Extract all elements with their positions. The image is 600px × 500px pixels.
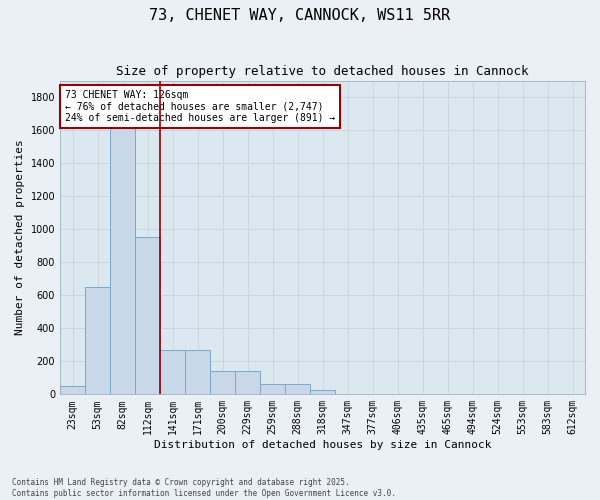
Text: 73, CHENET WAY, CANNOCK, WS11 5RR: 73, CHENET WAY, CANNOCK, WS11 5RR: [149, 8, 451, 22]
Bar: [110, 122, 135, 394]
Bar: [85, 287, 110, 395]
Title: Size of property relative to detached houses in Cannock: Size of property relative to detached ho…: [116, 65, 529, 78]
Bar: [210, 371, 235, 394]
Bar: [260, 384, 285, 394]
Bar: [235, 371, 260, 394]
X-axis label: Distribution of detached houses by size in Cannock: Distribution of detached houses by size …: [154, 440, 491, 450]
Bar: [60, 386, 85, 394]
Text: 73 CHENET WAY: 126sqm
← 76% of detached houses are smaller (2,747)
24% of semi-d: 73 CHENET WAY: 126sqm ← 76% of detached …: [65, 90, 335, 123]
Bar: [160, 350, 185, 395]
Bar: [135, 238, 160, 394]
Bar: [310, 390, 335, 394]
Y-axis label: Number of detached properties: Number of detached properties: [15, 140, 25, 336]
Text: Contains HM Land Registry data © Crown copyright and database right 2025.
Contai: Contains HM Land Registry data © Crown c…: [12, 478, 396, 498]
Bar: [285, 384, 310, 394]
Bar: [185, 350, 210, 395]
